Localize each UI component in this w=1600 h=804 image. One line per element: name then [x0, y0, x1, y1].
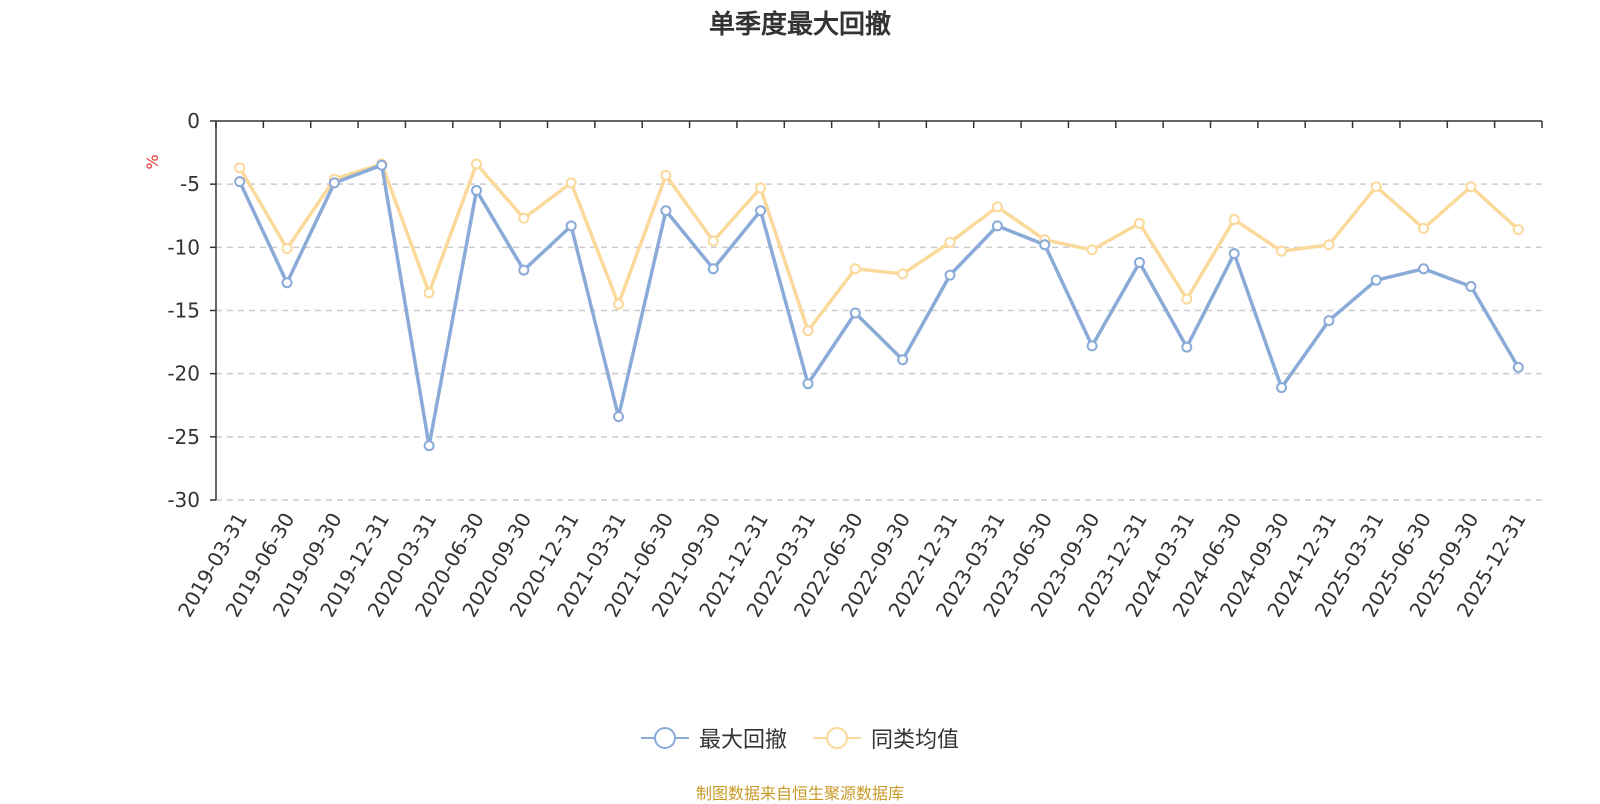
source-note: 制图数据来自恒生聚源数据库 — [695, 784, 904, 803]
data-point-series-1[interactable] — [660, 169, 672, 181]
data-point-series-0[interactable] — [470, 184, 482, 196]
data-point-series-0[interactable] — [376, 159, 388, 171]
data-point-series-1[interactable] — [755, 182, 767, 194]
data-point-series-0[interactable] — [613, 411, 625, 423]
data-point-series-1[interactable] — [897, 268, 909, 280]
data-point-series-1[interactable] — [613, 298, 625, 310]
data-point-series-1[interactable] — [707, 235, 719, 247]
data-point-series-1[interactable] — [565, 177, 577, 189]
legend-marker-series-0 — [640, 727, 689, 749]
data-point-series-0[interactable] — [328, 177, 340, 189]
data-point-series-1[interactable] — [470, 158, 482, 170]
data-point-series-1[interactable] — [1323, 239, 1335, 251]
data-point-series-0[interactable] — [1228, 248, 1240, 260]
data-point-series-1[interactable] — [1228, 214, 1240, 226]
data-point-series-0[interactable] — [518, 264, 530, 276]
data-point-series-1[interactable] — [1086, 244, 1098, 256]
legend-marker-series-1 — [813, 727, 861, 749]
y-tick-label: -20 — [167, 362, 200, 386]
y-axis-label: % — [143, 154, 162, 169]
data-point-series-0[interactable] — [802, 378, 814, 390]
data-point-series-1[interactable] — [1133, 217, 1145, 229]
data-point-series-1[interactable] — [1465, 181, 1477, 193]
y-tick-label: -30 — [167, 488, 200, 512]
data-point-series-1[interactable] — [423, 287, 435, 299]
data-point-series-1[interactable] — [802, 325, 814, 337]
data-point-series-0[interactable] — [1181, 341, 1193, 353]
data-point-series-0[interactable] — [707, 263, 719, 275]
chart-title: 单季度最大回撤 — [708, 10, 891, 40]
data-point-series-0[interactable] — [755, 205, 767, 217]
data-point-series-1[interactable] — [1370, 181, 1382, 193]
data-point-series-0[interactable] — [1418, 263, 1430, 275]
data-point-series-1[interactable] — [1276, 245, 1288, 257]
y-tick-label: -15 — [167, 299, 200, 323]
data-point-series-1[interactable] — [991, 201, 1003, 213]
data-point-series-1[interactable] — [281, 243, 293, 255]
data-point-series-0[interactable] — [1086, 340, 1098, 352]
data-point-series-0[interactable] — [281, 277, 293, 289]
data-point-series-1[interactable] — [849, 263, 861, 275]
y-tick-label: -10 — [167, 235, 200, 259]
y-tick-label: -25 — [167, 425, 200, 449]
data-point-series-0[interactable] — [1512, 361, 1524, 373]
data-point-series-0[interactable] — [660, 205, 672, 217]
data-point-series-0[interactable] — [944, 269, 956, 281]
data-point-series-0[interactable] — [1323, 315, 1335, 327]
data-point-series-1[interactable] — [234, 162, 246, 174]
y-tick-label: 0 — [187, 109, 200, 133]
data-point-series-0[interactable] — [1039, 239, 1051, 251]
legend-label-series-0: 最大回撤 — [698, 728, 787, 753]
data-point-series-0[interactable] — [1276, 382, 1288, 394]
series-line-0 — [238, 163, 1520, 448]
data-point-series-0[interactable] — [423, 440, 435, 452]
data-point-series-1[interactable] — [1181, 293, 1193, 305]
data-point-series-0[interactable] — [897, 354, 909, 366]
data-point-series-1[interactable] — [1418, 222, 1430, 234]
data-point-series-1[interactable] — [1512, 224, 1524, 236]
data-point-series-0[interactable] — [991, 220, 1003, 232]
data-point-series-1[interactable] — [518, 212, 530, 224]
data-point-series-0[interactable] — [1133, 256, 1145, 268]
data-point-series-0[interactable] — [565, 220, 577, 232]
series-line-1 — [238, 162, 1520, 333]
legend-label-series-1: 同类均值 — [871, 728, 960, 753]
legend-item-series-1[interactable]: 同类均值 — [813, 722, 959, 754]
y-tick-label: -5 — [180, 172, 200, 196]
data-point-series-0[interactable] — [1465, 280, 1477, 292]
legend: 最大回撤 同类均值 — [0, 722, 1600, 754]
data-point-series-1[interactable] — [944, 236, 956, 248]
legend-item-series-0[interactable]: 最大回撤 — [640, 722, 787, 754]
data-point-series-0[interactable] — [849, 307, 861, 319]
data-point-series-0[interactable] — [234, 176, 246, 188]
data-point-series-0[interactable] — [1370, 274, 1382, 286]
